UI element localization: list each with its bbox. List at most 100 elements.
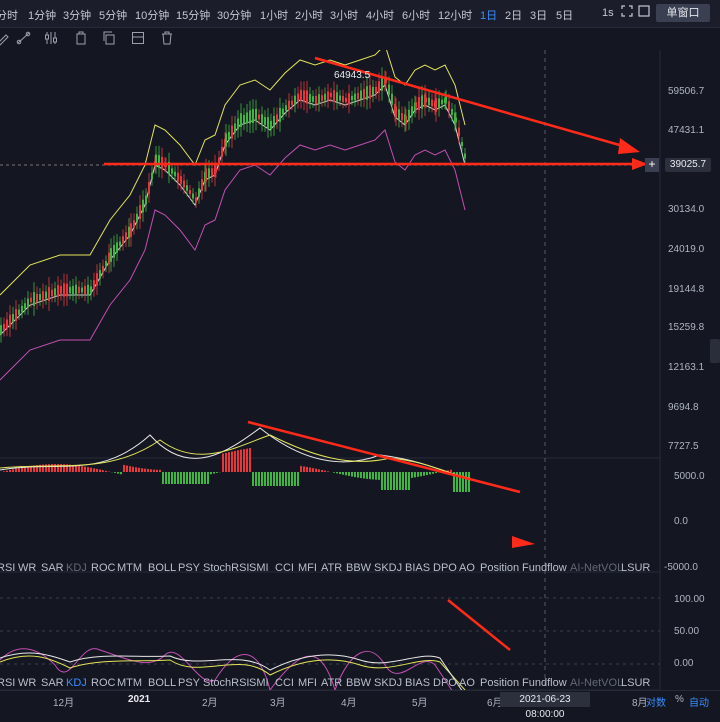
indicator-tab-ai-netvol[interactable]: AI-NetVOL <box>570 562 623 574</box>
indicator-tab-sar[interactable]: SAR <box>41 677 64 689</box>
indicator-tab-mtm[interactable]: MTM <box>117 677 142 689</box>
macd-bar <box>387 472 389 490</box>
indicator-tab-rsi[interactable]: RSI <box>0 562 15 574</box>
indicator-tab-bbw[interactable]: BBW <box>346 562 371 574</box>
indicator-tab-fundflow[interactable]: Fundflow <box>522 562 567 574</box>
timeframe-10[interactable]: 4小时 <box>366 7 394 23</box>
macd-bar <box>414 472 416 477</box>
indicator-tab-position[interactable]: Position <box>480 562 519 574</box>
window-icon[interactable] <box>638 5 650 20</box>
indicator-tab-psy[interactable]: PSY <box>178 677 200 689</box>
alert-icon[interactable] <box>73 30 89 46</box>
indicator-tab-ao[interactable]: AO <box>459 677 475 689</box>
indicator-tab-skdj[interactable]: SKDJ <box>374 562 402 574</box>
indicator-tab-bias[interactable]: BIAS <box>405 677 430 689</box>
candle-body <box>294 96 296 105</box>
indicator-tab-sar[interactable]: SAR <box>41 562 64 574</box>
indicator-tab-mfi[interactable]: MFI <box>298 677 317 689</box>
percent-scale-toggle[interactable]: % <box>675 694 684 705</box>
macd-bar <box>261 472 263 486</box>
indicator-tab-atr[interactable]: ATR <box>321 677 342 689</box>
candle-body <box>128 227 130 238</box>
timeframe-13[interactable]: 1日 <box>480 7 497 23</box>
side-panel-handle[interactable] <box>710 339 720 363</box>
single-window-button[interactable]: 单窗口 <box>656 4 710 22</box>
indicator-tab-stochrsi[interactable]: StochRSI <box>203 562 249 574</box>
pencil-icon[interactable] <box>0 30 12 46</box>
timeframe-14[interactable]: 2日 <box>505 7 522 23</box>
indicator-tab-ao[interactable]: AO <box>459 562 475 574</box>
timeframe-5[interactable]: 15分钟 <box>176 7 210 23</box>
timeframe-11[interactable]: 6小时 <box>402 7 430 23</box>
macd-bar <box>420 472 422 476</box>
indicator-tab-position[interactable]: Position <box>480 677 519 689</box>
indicator-tab-mtm[interactable]: MTM <box>117 562 142 574</box>
candle-body <box>458 128 460 137</box>
indicator-tab-ai-netvol[interactable]: AI-NetVOL <box>570 677 623 689</box>
macd-bar <box>417 472 419 477</box>
indicator-tab-dpo[interactable]: DPO <box>433 677 457 689</box>
add-alert-plus-button[interactable]: + <box>645 158 659 172</box>
indicator-tab-bbw[interactable]: BBW <box>346 677 371 689</box>
timeframe-4[interactable]: 10分钟 <box>135 7 169 23</box>
indicator-tab-skdj[interactable]: SKDJ <box>374 677 402 689</box>
indicator-tab-lsur[interactable]: LSUR <box>621 562 650 574</box>
candle-body <box>461 142 463 146</box>
auto-scale-toggle[interactable]: 自动 <box>689 694 709 709</box>
indicator-tab-cci[interactable]: CCI <box>275 562 294 574</box>
macd-bar <box>231 452 233 472</box>
indicator-tab-boll[interactable]: BOLL <box>148 562 176 574</box>
indicator-tab-kdj[interactable]: KDJ <box>66 562 87 574</box>
macd-bar <box>90 468 92 472</box>
indicator-tab-roc[interactable]: ROC <box>91 562 115 574</box>
fullscreen-icon[interactable] <box>621 5 633 20</box>
indicator-tab-roc[interactable]: ROC <box>91 677 115 689</box>
timeframe-15[interactable]: 3日 <box>530 7 547 23</box>
indicator-tab-mfi[interactable]: MFI <box>298 562 317 574</box>
price-tick: 15259.8 <box>668 322 704 333</box>
timeframe-12[interactable]: 12小时 <box>438 7 472 23</box>
indicator-tab-fundflow[interactable]: Fundflow <box>522 677 567 689</box>
timeframe-2[interactable]: 3分钟 <box>63 7 91 23</box>
indicator-tab-psy[interactable]: PSY <box>178 562 200 574</box>
indicator-tab-cci[interactable]: CCI <box>275 677 294 689</box>
boll-upper-line <box>0 50 465 295</box>
log-scale-toggle[interactable]: 对数 <box>646 694 666 709</box>
timeframe-1[interactable]: 1分钟 <box>28 7 56 23</box>
timeframe-8[interactable]: 2小时 <box>295 7 323 23</box>
timeframe-3[interactable]: 5分钟 <box>99 7 127 23</box>
macd-bar <box>159 470 161 472</box>
indicator-tab-rsi[interactable]: RSI <box>0 677 15 689</box>
trend-line-icon[interactable] <box>16 30 32 46</box>
copy-icon[interactable] <box>101 30 117 46</box>
macd-bar <box>162 472 164 484</box>
timeframe-7[interactable]: 1小时 <box>260 7 288 23</box>
candle-body <box>177 173 179 182</box>
price-chart[interactable] <box>0 50 720 690</box>
indicator-tab-boll[interactable]: BOLL <box>148 677 176 689</box>
macd-bar <box>57 464 59 472</box>
timeframe-9[interactable]: 3小时 <box>330 7 358 23</box>
layout-icon[interactable] <box>130 30 146 46</box>
indicator-icon[interactable] <box>43 30 59 46</box>
candle-body <box>57 285 59 297</box>
indicator-tab-dpo[interactable]: DPO <box>433 562 457 574</box>
indicator-tab-smi[interactable]: SMI <box>249 562 269 574</box>
indicator-tab-stochrsi[interactable]: StochRSI <box>203 677 249 689</box>
indicator-tab-smi[interactable]: SMI <box>249 677 269 689</box>
timeframe-0[interactable]: 分时 <box>0 7 18 23</box>
indicator-tab-atr[interactable]: ATR <box>321 562 342 574</box>
macd-bar <box>399 472 401 490</box>
seconds-toggle[interactable]: 1s <box>602 7 614 19</box>
macd-bar <box>129 466 131 472</box>
macd-bar <box>423 472 425 476</box>
indicator-tab-lsur[interactable]: LSUR <box>621 677 650 689</box>
indicator-tab-wr[interactable]: WR <box>18 677 36 689</box>
delete-icon[interactable] <box>159 30 175 46</box>
indicator-tab-kdj[interactable]: KDJ <box>66 677 87 689</box>
indicator-tab-bias[interactable]: BIAS <box>405 562 430 574</box>
timeframe-16[interactable]: 5日 <box>556 7 573 23</box>
indicator-tab-wr[interactable]: WR <box>18 562 36 574</box>
timeframe-6[interactable]: 30分钟 <box>217 7 251 23</box>
